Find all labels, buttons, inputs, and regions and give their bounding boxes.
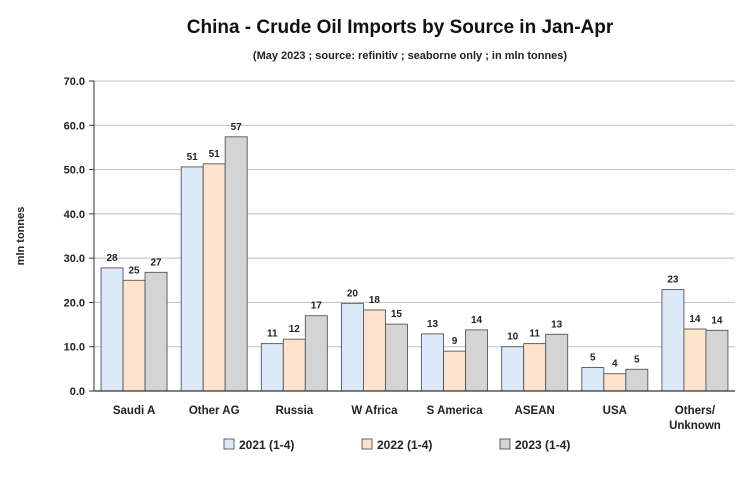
data-label: 51 xyxy=(187,152,199,163)
data-label: 13 xyxy=(551,319,563,330)
legend-swatch xyxy=(223,438,235,450)
legend-swatch xyxy=(361,438,373,450)
bar xyxy=(661,289,685,392)
data-label: 9 xyxy=(452,336,458,347)
y-tick-label: 0.0 xyxy=(70,386,85,398)
legend: 2021 (1-4) 2022 (1-4) 2023 (1-4) xyxy=(223,438,570,452)
x-tick-label-line: Unknown xyxy=(669,420,721,432)
data-label: 18 xyxy=(369,295,381,306)
legend-label: 2021 (1-4) xyxy=(239,438,294,452)
data-label: 11 xyxy=(529,329,540,340)
data-label: 14 xyxy=(689,314,701,325)
x-tick-label: Saudi A xyxy=(113,405,155,417)
bar xyxy=(202,163,226,392)
data-label: 14 xyxy=(471,315,483,326)
bar xyxy=(100,267,124,392)
bar xyxy=(625,368,649,392)
x-tick-label-line: W Africa xyxy=(351,405,398,417)
data-label: 57 xyxy=(231,122,243,133)
bar xyxy=(260,343,284,392)
x-tick-label: ASEAN xyxy=(515,405,555,417)
data-label: 13 xyxy=(427,319,439,330)
data-label: 28 xyxy=(107,253,119,264)
y-tick-label: 40.0 xyxy=(64,209,85,221)
y-tick-label: 70.0 xyxy=(64,76,85,88)
chart-subtitle: (May 2023 ; source: refinitiv ; seaborne… xyxy=(253,50,568,62)
labels: 0.0 10.0 20.0 30.0 40.0 50.0 60.0 70.0 28 25 27 Sau… xyxy=(64,76,723,432)
data-label: 12 xyxy=(289,324,301,335)
bar xyxy=(224,136,248,392)
bar xyxy=(340,302,364,392)
x-tick-label-line: Other AG xyxy=(189,405,240,417)
data-label: 51 xyxy=(209,149,221,160)
axes xyxy=(89,80,735,392)
bar xyxy=(144,271,168,392)
x-tick-label-line: S America xyxy=(427,405,483,417)
bar xyxy=(122,279,146,392)
x-tick-label-line: USA xyxy=(603,405,627,417)
y-tick-label: 10.0 xyxy=(64,342,85,354)
x-tick-label: S America xyxy=(427,405,483,417)
bar xyxy=(545,333,569,392)
bar xyxy=(501,346,525,392)
x-tick-label: Russia xyxy=(275,405,313,417)
data-label: 23 xyxy=(667,275,679,286)
y-tick-label: 50.0 xyxy=(64,165,85,177)
bar xyxy=(304,315,328,392)
bar xyxy=(523,343,547,392)
x-tick-label-line: ASEAN xyxy=(515,405,555,417)
x-tick-label-line: Saudi A xyxy=(113,405,155,417)
y-tick-label: 20.0 xyxy=(64,297,85,309)
bar xyxy=(603,373,627,392)
data-label: 17 xyxy=(311,301,323,312)
bar xyxy=(384,323,408,392)
data-label: 4 xyxy=(612,359,618,370)
x-tick-label: Other AG xyxy=(189,405,240,417)
x-tick-label: W Africa xyxy=(351,405,398,417)
x-tick-label-line: Russia xyxy=(275,405,313,417)
legend-swatch xyxy=(499,438,511,450)
bar xyxy=(465,329,489,392)
bar xyxy=(362,309,386,392)
data-label: 15 xyxy=(391,309,403,320)
bar xyxy=(705,329,729,392)
data-label: 5 xyxy=(634,354,640,365)
x-tick-label: USA xyxy=(603,405,627,417)
bar xyxy=(421,333,445,392)
data-label: 14 xyxy=(711,315,723,326)
bar xyxy=(180,166,204,392)
data-label: 25 xyxy=(129,265,141,276)
data-label: 20 xyxy=(347,288,359,299)
data-label: 11 xyxy=(267,329,278,340)
bar xyxy=(443,350,467,392)
legend-label: 2022 (1-4) xyxy=(377,438,432,452)
bar xyxy=(581,367,605,392)
legend-label: 2023 (1-4) xyxy=(515,438,570,452)
data-label: 10 xyxy=(507,332,519,343)
chart-title: China - Crude Oil Imports by Source in J… xyxy=(187,17,614,38)
bar xyxy=(683,328,707,392)
y-tick-label: 60.0 xyxy=(64,120,85,132)
data-label: 5 xyxy=(590,353,596,364)
y-tick-label: 30.0 xyxy=(64,253,85,265)
x-tick-label: Others/Unknown xyxy=(669,405,721,432)
y-axis-label: mln tonnes xyxy=(15,207,27,266)
bars xyxy=(100,136,729,392)
x-tick-label-line: Others/ xyxy=(675,405,716,417)
data-label: 27 xyxy=(151,257,163,268)
bar xyxy=(282,338,306,392)
